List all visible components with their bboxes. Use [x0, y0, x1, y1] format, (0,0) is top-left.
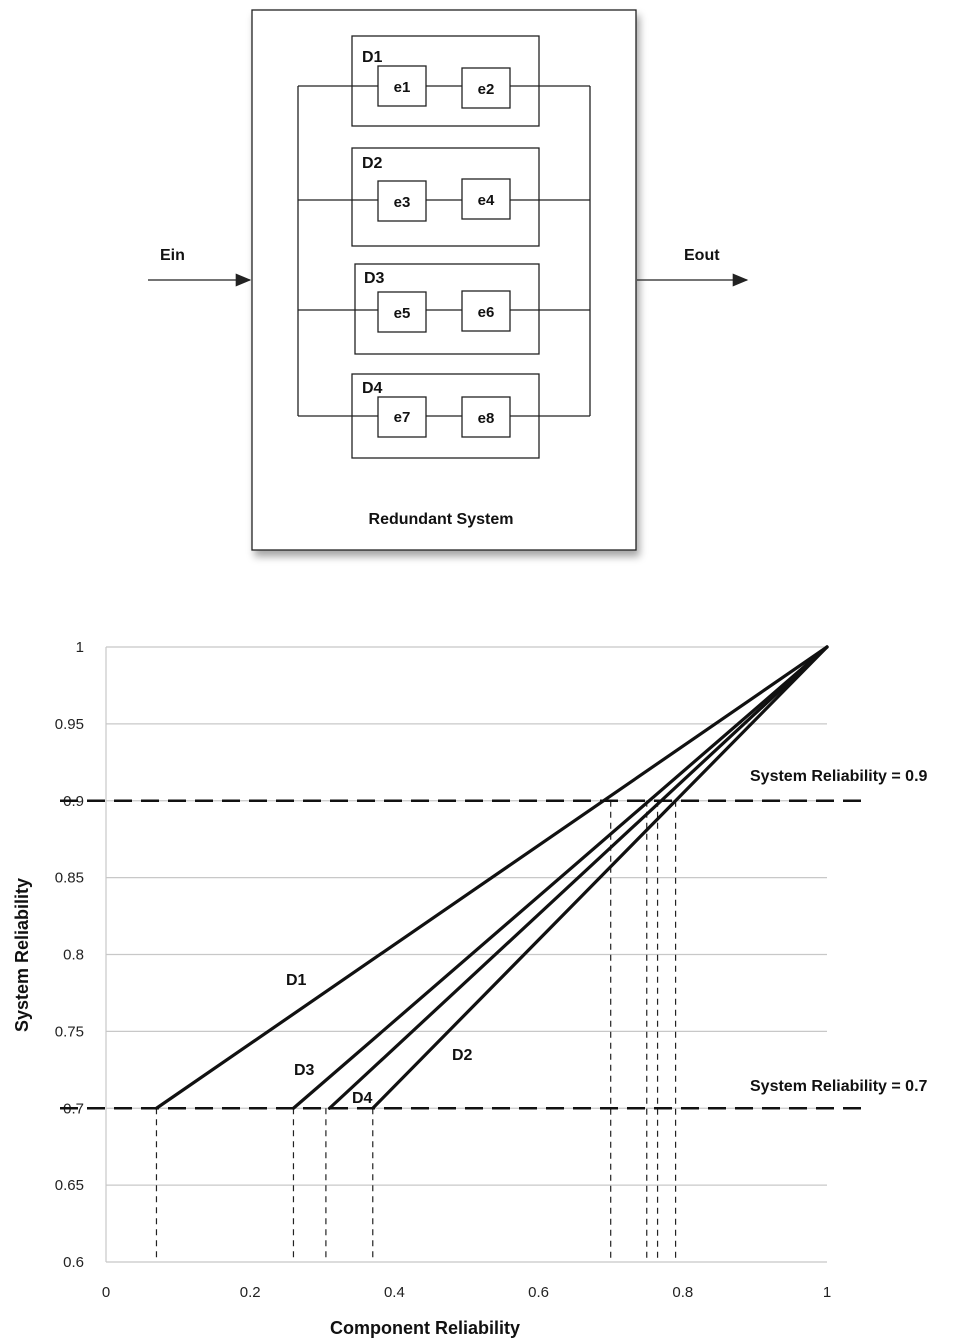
element-e6: [461, 290, 511, 332]
block-d2: D2 e3 e4: [298, 147, 590, 247]
element-e4: [461, 178, 511, 220]
ref-label-0-7: System Reliability = 0.7: [750, 1078, 928, 1095]
element-e2: [461, 67, 511, 109]
y-tick-labels: 0.60.650.70.750.80.850.90.951: [55, 639, 84, 1271]
y-tick-label: 0.6: [63, 1254, 84, 1271]
system-title: Redundant System: [369, 511, 514, 528]
ref-label-0-9: System Reliability = 0.9: [750, 768, 928, 785]
element-e8-label: e8: [478, 410, 495, 427]
block-d2-label: D2: [362, 155, 383, 172]
drop-lines: [155, 800, 677, 1262]
y-axis-label: System Reliability: [12, 878, 32, 1032]
element-e7: [377, 396, 427, 438]
element-e6-label: e6: [478, 304, 495, 321]
x-axis-label: Component Reliability: [330, 1318, 520, 1338]
series-line-d3: [291, 645, 829, 1110]
y-tick-label: 0.8: [63, 947, 84, 964]
y-tick-label: 0.95: [55, 716, 84, 733]
x-tick-labels: 0 0.2 0.4 0.6 0.8 1: [102, 1284, 831, 1301]
x-tick-label: 0.6: [528, 1284, 549, 1301]
x-tick-label: 1: [823, 1284, 831, 1301]
series-line-d1: [154, 645, 829, 1110]
element-e5-label: e5: [394, 305, 411, 322]
block-d4: D4 e7 e8: [298, 373, 590, 459]
block-d1-label: D1: [362, 49, 383, 66]
element-e2-label: e2: [478, 81, 495, 98]
block-d3-label: D3: [364, 270, 385, 287]
y-tick-label: 0.65: [55, 1177, 84, 1194]
element-e8: [461, 396, 511, 438]
element-e1-label: e1: [394, 79, 411, 96]
element-e5: [377, 291, 427, 333]
block-d4-label: D4: [362, 380, 383, 397]
x-tick-label: 0.4: [384, 1284, 405, 1301]
series-label-d1: D1: [286, 972, 307, 989]
element-e1: [377, 65, 427, 107]
element-e3: [377, 180, 427, 222]
block-d3: D3 e5 e6: [298, 263, 590, 355]
element-e4-label: e4: [478, 192, 495, 209]
series-line-d4: [327, 645, 829, 1110]
x-tick-label: 0: [102, 1284, 110, 1301]
output-label: Eout: [684, 247, 720, 264]
series-label-d4: D4: [352, 1090, 373, 1107]
redundant-system-diagram: D1 e1 e2 D2 e3 e4 D3 e5: [148, 9, 749, 551]
series-label-d3: D3: [294, 1062, 315, 1079]
series-label-d2: D2: [452, 1047, 473, 1064]
y-tick-label: 0.85: [55, 870, 84, 887]
series-line-d2: [371, 645, 829, 1110]
series-lines: [154, 645, 829, 1110]
element-e7-label: e7: [394, 409, 411, 426]
block-d1: D1 e1 e2: [298, 35, 590, 127]
input-label: Ein: [160, 247, 185, 264]
y-tick-label: 1: [76, 639, 84, 656]
y-tick-label: 0.75: [55, 1023, 84, 1040]
reliability-chart: 0.60.650.70.750.80.850.90.951 0 0.2 0.4 0.6…: [12, 639, 928, 1338]
element-e3-label: e3: [394, 194, 411, 211]
x-tick-label: 0.8: [672, 1284, 693, 1301]
x-tick-label: 0.2: [240, 1284, 261, 1301]
